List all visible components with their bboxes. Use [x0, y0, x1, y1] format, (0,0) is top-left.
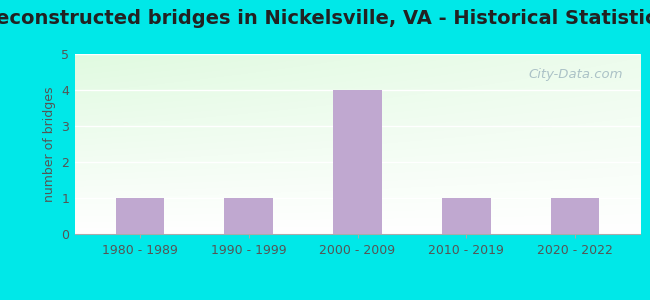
- Text: Reconstructed bridges in Nickelsville, VA - Historical Statistics: Reconstructed bridges in Nickelsville, V…: [0, 9, 650, 28]
- Y-axis label: number of bridges: number of bridges: [43, 86, 56, 202]
- Bar: [442, 198, 491, 234]
- Bar: [551, 198, 599, 234]
- Bar: [224, 198, 273, 234]
- Bar: [333, 90, 382, 234]
- Text: City-Data.com: City-Data.com: [529, 68, 623, 81]
- Bar: [116, 198, 164, 234]
